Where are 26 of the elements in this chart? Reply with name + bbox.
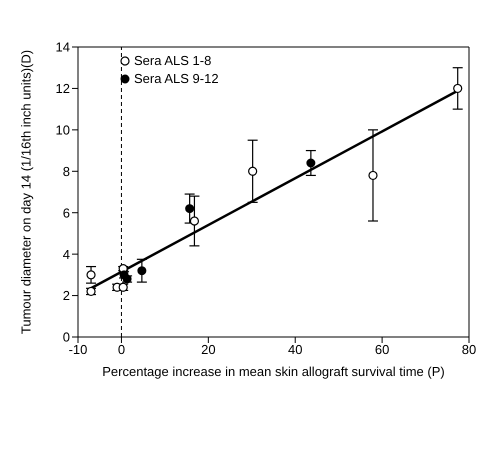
x-tick-label: 0 bbox=[118, 342, 126, 358]
y-tick-label: 2 bbox=[62, 288, 70, 304]
x-tick-label: 20 bbox=[201, 342, 216, 358]
legend-label: Sera ALS 9-12 bbox=[134, 70, 219, 88]
x-tick-label: -10 bbox=[68, 342, 88, 358]
y-tick-label: 0 bbox=[62, 330, 70, 345]
y-tick-label: 4 bbox=[62, 246, 70, 262]
point bbox=[248, 166, 258, 176]
x-axis-title: Percentage increase in mean skin allograft survival time (P) bbox=[102, 364, 445, 380]
point bbox=[137, 266, 146, 276]
legend-label: Sera ALS 1-8 bbox=[134, 52, 212, 70]
point bbox=[185, 204, 194, 214]
x-tick-label: 60 bbox=[374, 342, 390, 358]
y-tick-label: 10 bbox=[56, 122, 70, 138]
y-tick-label: 6 bbox=[62, 205, 70, 220]
y-axis-title: Tumour diameter on day 14 (1/16th inch units)(D) bbox=[18, 50, 34, 334]
y-tick-label: 8 bbox=[62, 164, 70, 179]
y-tick-label: 12 bbox=[56, 81, 70, 96]
point bbox=[86, 270, 96, 280]
y-tick-label: 14 bbox=[56, 40, 70, 55]
point bbox=[190, 216, 200, 226]
x-tick-label: 80 bbox=[462, 342, 476, 358]
point bbox=[368, 170, 378, 180]
point bbox=[453, 84, 462, 94]
x-tick-label: 40 bbox=[288, 342, 302, 358]
point bbox=[306, 158, 316, 168]
